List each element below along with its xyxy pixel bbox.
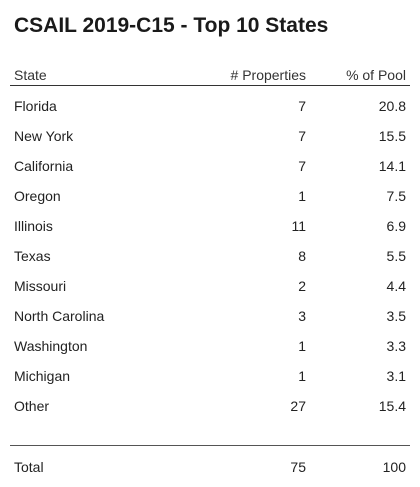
table-row: Other 27 15.4 [14,395,406,417]
header-divider [10,85,410,86]
cell-state: North Carolina [14,308,105,324]
table-row: Illinois 11 6.9 [14,215,406,237]
total-row: Total 75 100 [14,456,406,478]
cell-properties: 8 [298,248,306,264]
column-header-pool: % of Pool [346,67,406,83]
table-row: New York 7 15.5 [14,125,406,147]
table-row: Washington 1 3.3 [14,335,406,357]
cell-state: Washington [14,338,88,354]
cell-state: California [14,158,74,174]
total-pool: 100 [382,459,406,475]
cell-properties: 27 [290,398,306,414]
cell-state: Missouri [14,278,67,294]
chart-title: CSAIL 2019-C15 - Top 10 States [14,14,329,37]
total-properties: 75 [290,459,306,475]
table-row: Texas 8 5.5 [14,245,406,267]
cell-properties: 3 [298,308,306,324]
cell-pool: 14.1 [378,158,406,174]
table-header: State # Properties % of Pool [14,64,406,86]
cell-state: Oregon [14,188,61,204]
cell-state: Texas [14,248,51,264]
cell-state: Illinois [14,218,53,234]
cell-state: Michigan [14,368,71,384]
cell-state: New York [14,128,74,144]
cell-pool: 3.5 [386,308,406,324]
cell-pool: 15.5 [378,128,406,144]
column-header-state: State [14,67,47,83]
cell-pool: 3.3 [386,338,406,354]
cell-pool: 15.4 [378,398,406,414]
cell-state: Florida [14,98,57,114]
cell-pool: 7.5 [386,188,406,204]
cell-properties: 1 [298,188,306,204]
table-row: North Carolina 3 3.5 [14,305,406,327]
column-header-properties: # Properties [230,67,306,83]
table-row: California 7 14.1 [14,155,406,177]
cell-state: Other [14,398,50,414]
total-divider [10,445,410,446]
cell-pool: 6.9 [386,218,406,234]
cell-pool: 4.4 [386,278,406,294]
table-row: Oregon 1 7.5 [14,185,406,207]
cell-pool: 3.1 [386,368,406,384]
table-row: Michigan 1 3.1 [14,365,406,387]
cell-properties: 7 [298,158,306,174]
cell-properties: 1 [298,368,306,384]
table-row: Florida 7 20.8 [14,95,406,117]
table-row: Missouri 2 4.4 [14,275,406,297]
cell-pool: 5.5 [386,248,406,264]
cell-pool: 20.8 [378,98,406,114]
cell-properties: 1 [298,338,306,354]
total-label: Total [14,459,44,475]
cell-properties: 11 [291,218,306,234]
cell-properties: 7 [298,128,306,144]
cell-properties: 7 [298,98,306,114]
cell-properties: 2 [298,278,306,294]
